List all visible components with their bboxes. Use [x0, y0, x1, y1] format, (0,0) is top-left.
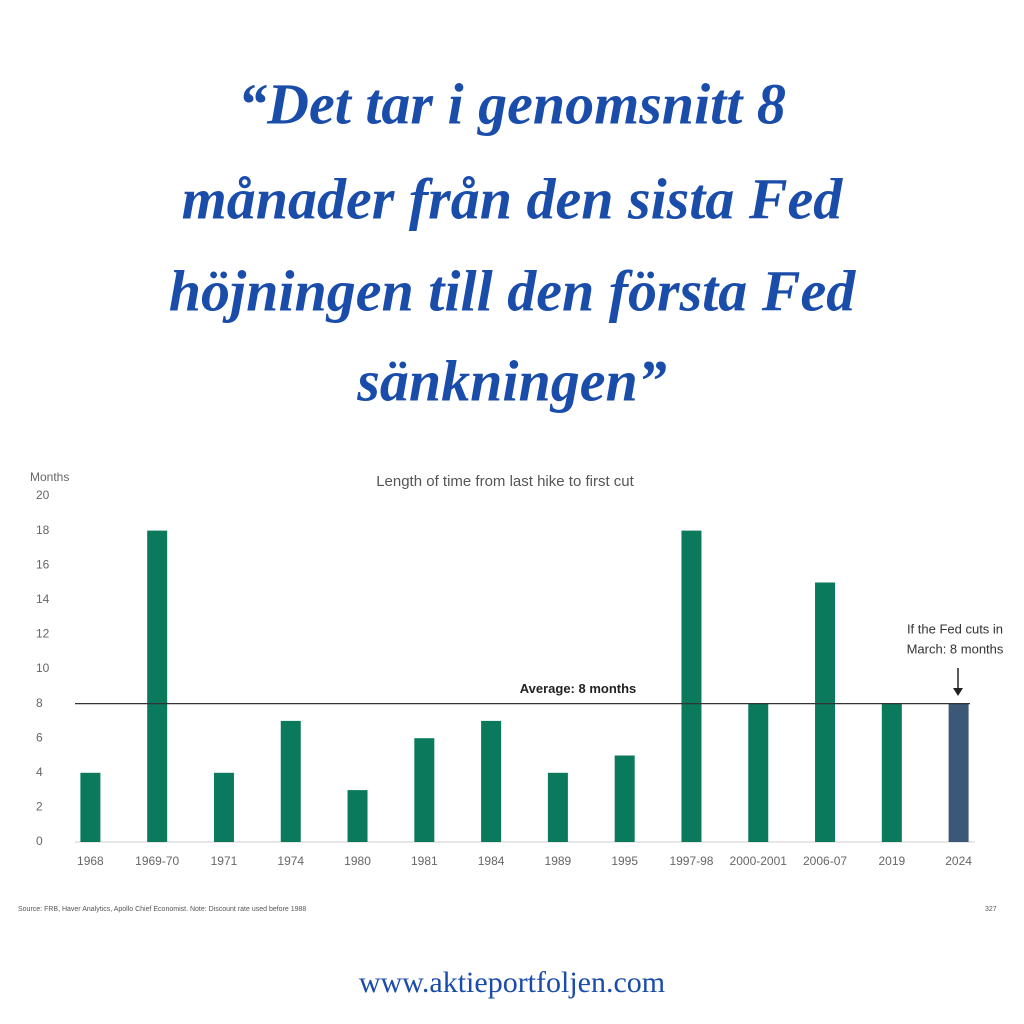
bar	[147, 530, 168, 842]
bar	[614, 755, 635, 842]
headline: “Det tar i genomsnitt 8	[238, 71, 786, 136]
bar	[280, 720, 301, 842]
y-tick-label: 12	[36, 627, 50, 641]
x-tick-label: 1984	[478, 854, 505, 868]
x-tick-label: 1974	[277, 854, 304, 868]
arrow-head	[953, 688, 963, 696]
x-tick-label: 1980	[344, 854, 371, 868]
x-tick-label: 1989	[545, 854, 572, 868]
x-tick-label: 1969-70	[135, 854, 179, 868]
bar	[948, 703, 969, 842]
bar	[213, 772, 234, 842]
bar	[748, 703, 769, 842]
headline: höjningen till den första Fed	[169, 258, 856, 323]
page-number: 327	[985, 906, 997, 913]
bar	[80, 772, 101, 842]
bar	[547, 772, 568, 842]
bar	[881, 703, 902, 842]
y-axis-label: Months	[30, 470, 69, 484]
x-tick-label: 2006-07	[803, 854, 847, 868]
y-tick-label: 8	[36, 696, 43, 710]
bar	[815, 582, 836, 842]
x-tick-label: 1995	[611, 854, 638, 868]
y-tick-label: 20	[36, 488, 50, 502]
annotation: March: 8 months	[907, 641, 1004, 656]
footer: www.aktieportfoljen.com	[359, 966, 665, 999]
bar	[347, 790, 368, 842]
x-tick-label: 2000-2001	[730, 854, 788, 868]
bar	[681, 530, 702, 842]
headline: sänkningen”	[356, 348, 666, 413]
average-label: Average: 8 months	[520, 681, 637, 696]
y-tick-label: 2	[36, 800, 43, 814]
y-tick-label: 18	[36, 523, 50, 537]
source: Source: FRB, Haver Analytics, Apollo Chi…	[18, 906, 306, 913]
x-tick-label: 1981	[411, 854, 438, 868]
x-tick-label: 2024	[945, 854, 972, 868]
bar	[481, 720, 502, 842]
y-tick-label: 16	[36, 557, 50, 571]
annotation: If the Fed cuts in	[907, 621, 1003, 636]
x-tick-label: 1971	[211, 854, 238, 868]
headline: månader från den sista Fed	[182, 166, 844, 231]
x-tick-label: 1997-98	[669, 854, 713, 868]
y-tick-label: 10	[36, 661, 50, 675]
bar	[414, 738, 435, 842]
y-tick-label: 0	[36, 834, 43, 848]
x-tick-label: 2019	[878, 854, 905, 868]
y-tick-label: 6	[36, 730, 43, 744]
chart-title: Length of time from last hike to first c…	[376, 473, 634, 490]
x-tick-label: 1968	[77, 854, 104, 868]
y-tick-label: 4	[36, 765, 43, 779]
y-tick-label: 14	[36, 592, 50, 606]
